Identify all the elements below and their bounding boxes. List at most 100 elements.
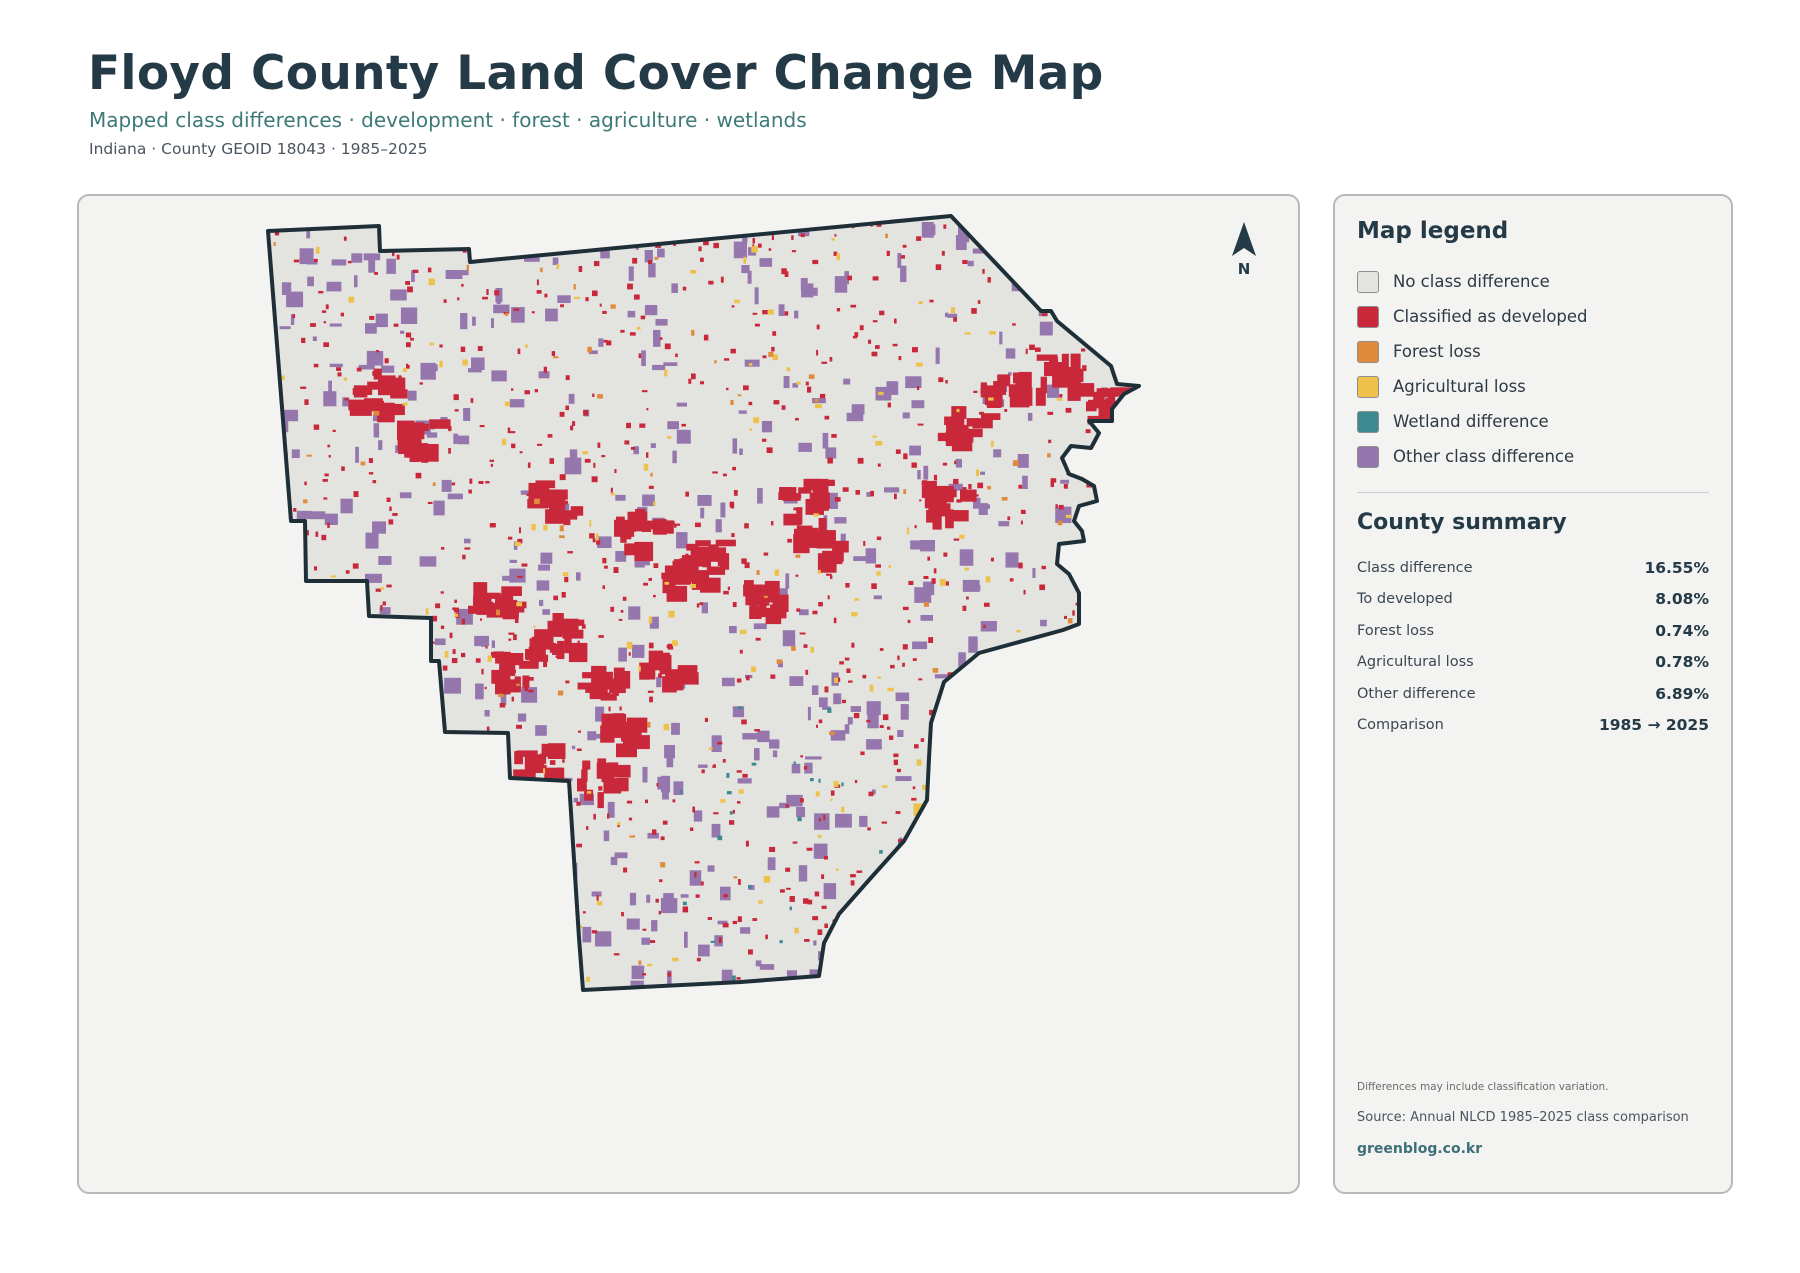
developed-change-patch bbox=[700, 381, 704, 385]
developed-change-patch bbox=[416, 919, 422, 926]
agricultural-loss-patch bbox=[454, 239, 462, 243]
other-change-patch bbox=[900, 265, 907, 283]
agricultural-loss-patch bbox=[596, 901, 603, 906]
developed-change-patch bbox=[440, 920, 444, 924]
agricultural-loss-patch bbox=[330, 575, 337, 578]
forest-loss-patch bbox=[638, 960, 642, 965]
other-change-patch bbox=[277, 625, 285, 642]
developed-change-patch bbox=[923, 973, 926, 977]
other-change-patch bbox=[1035, 726, 1052, 738]
other-change-patch bbox=[626, 918, 640, 930]
forest-loss-patch bbox=[557, 690, 564, 696]
developed-change-patch bbox=[489, 523, 496, 528]
developed-change-patch bbox=[701, 769, 705, 774]
developed-change-patch bbox=[526, 765, 547, 773]
developed-change-patch bbox=[821, 874, 825, 879]
agricultural-loss-patch bbox=[516, 602, 523, 607]
other-change-patch bbox=[402, 674, 413, 691]
map-panel[interactable] bbox=[77, 194, 1300, 1194]
developed-change-patch bbox=[398, 443, 416, 455]
developed-change-patch bbox=[610, 764, 631, 778]
other-change-patch bbox=[1027, 412, 1033, 421]
other-change-patch bbox=[1095, 303, 1104, 314]
developed-change-patch bbox=[324, 473, 329, 477]
developed-change-patch bbox=[765, 934, 768, 940]
legend-item: Forest loss bbox=[1357, 334, 1588, 369]
developed-change-patch bbox=[945, 432, 954, 442]
other-change-patch bbox=[740, 927, 751, 934]
developed-change-patch bbox=[945, 509, 954, 529]
agricultural-loss-patch bbox=[854, 598, 860, 601]
credit-link[interactable]: greenblog.co.kr bbox=[1357, 1141, 1483, 1157]
developed-change-patch bbox=[795, 574, 799, 577]
developed-change-patch bbox=[703, 334, 709, 341]
developed-change-patch bbox=[525, 968, 529, 975]
developed-change-patch bbox=[799, 632, 806, 635]
other-change-patch bbox=[410, 939, 421, 956]
other-change-patch bbox=[453, 433, 459, 444]
other-change-patch bbox=[379, 607, 391, 615]
developed-change-patch bbox=[831, 434, 837, 438]
other-change-patch bbox=[847, 717, 853, 725]
developed-change-patch bbox=[975, 979, 981, 986]
developed-change-patch bbox=[764, 580, 780, 598]
other-change-patch bbox=[595, 931, 612, 947]
summary-title: County summary bbox=[1357, 510, 1567, 535]
forest-loss-patch bbox=[535, 221, 541, 225]
developed-change-patch bbox=[859, 325, 864, 331]
legend-swatch bbox=[1357, 270, 1379, 293]
developed-change-patch bbox=[763, 552, 769, 556]
developed-change-patch bbox=[525, 648, 538, 661]
other-change-patch bbox=[873, 595, 882, 600]
other-change-patch bbox=[582, 926, 592, 943]
developed-change-patch bbox=[585, 297, 589, 302]
developed-change-patch bbox=[1080, 749, 1087, 755]
other-change-patch bbox=[737, 778, 752, 784]
developed-change-patch bbox=[557, 640, 565, 660]
other-change-patch bbox=[378, 440, 383, 450]
developed-change-patch bbox=[323, 321, 326, 324]
developed-change-patch bbox=[292, 589, 298, 593]
developed-change-patch bbox=[818, 719, 823, 724]
source-note: Source: Annual NLCD 1985–2025 class comp… bbox=[1357, 1110, 1689, 1125]
other-change-patch bbox=[948, 483, 963, 491]
developed-change-patch bbox=[809, 508, 824, 515]
county-map[interactable] bbox=[79, 196, 1300, 1194]
other-change-patch bbox=[895, 776, 912, 781]
other-change-patch bbox=[644, 250, 653, 263]
other-change-patch bbox=[365, 323, 377, 334]
developed-change-patch bbox=[1039, 584, 1045, 591]
agricultural-loss-patch bbox=[964, 332, 971, 335]
forest-loss-patch bbox=[629, 835, 636, 838]
developed-change-patch bbox=[1035, 387, 1046, 406]
developed-change-patch bbox=[752, 237, 755, 244]
page-meta: Indiana · County GEOID 18043 · 1985–2025 bbox=[89, 140, 428, 158]
agricultural-loss-patch bbox=[841, 806, 845, 813]
developed-change-patch bbox=[549, 879, 552, 882]
agricultural-loss-patch bbox=[556, 264, 560, 270]
developed-change-patch bbox=[1047, 765, 1053, 768]
agricultural-loss-patch bbox=[753, 417, 760, 424]
other-change-patch bbox=[747, 270, 752, 284]
developed-change-patch bbox=[310, 646, 315, 649]
developed-change-patch bbox=[1067, 916, 1073, 920]
other-change-patch bbox=[673, 781, 684, 795]
developed-change-patch bbox=[737, 801, 741, 804]
wetland-change-patch bbox=[882, 937, 885, 942]
agricultural-loss-patch bbox=[402, 402, 408, 406]
developed-change-patch bbox=[396, 254, 400, 260]
developed-change-patch bbox=[1062, 858, 1066, 863]
developed-change-patch bbox=[834, 497, 841, 502]
developed-change-patch bbox=[448, 770, 452, 774]
developed-change-patch bbox=[292, 314, 296, 319]
developed-change-patch bbox=[1023, 589, 1026, 595]
other-change-patch bbox=[595, 706, 605, 722]
other-change-patch bbox=[910, 540, 923, 550]
other-change-patch bbox=[783, 376, 790, 389]
developed-change-patch bbox=[347, 739, 353, 743]
developed-change-patch bbox=[461, 283, 464, 287]
developed-change-patch bbox=[666, 644, 672, 648]
developed-change-patch bbox=[1020, 509, 1026, 514]
agricultural-loss-patch bbox=[739, 629, 747, 635]
forest-loss-patch bbox=[791, 646, 796, 651]
